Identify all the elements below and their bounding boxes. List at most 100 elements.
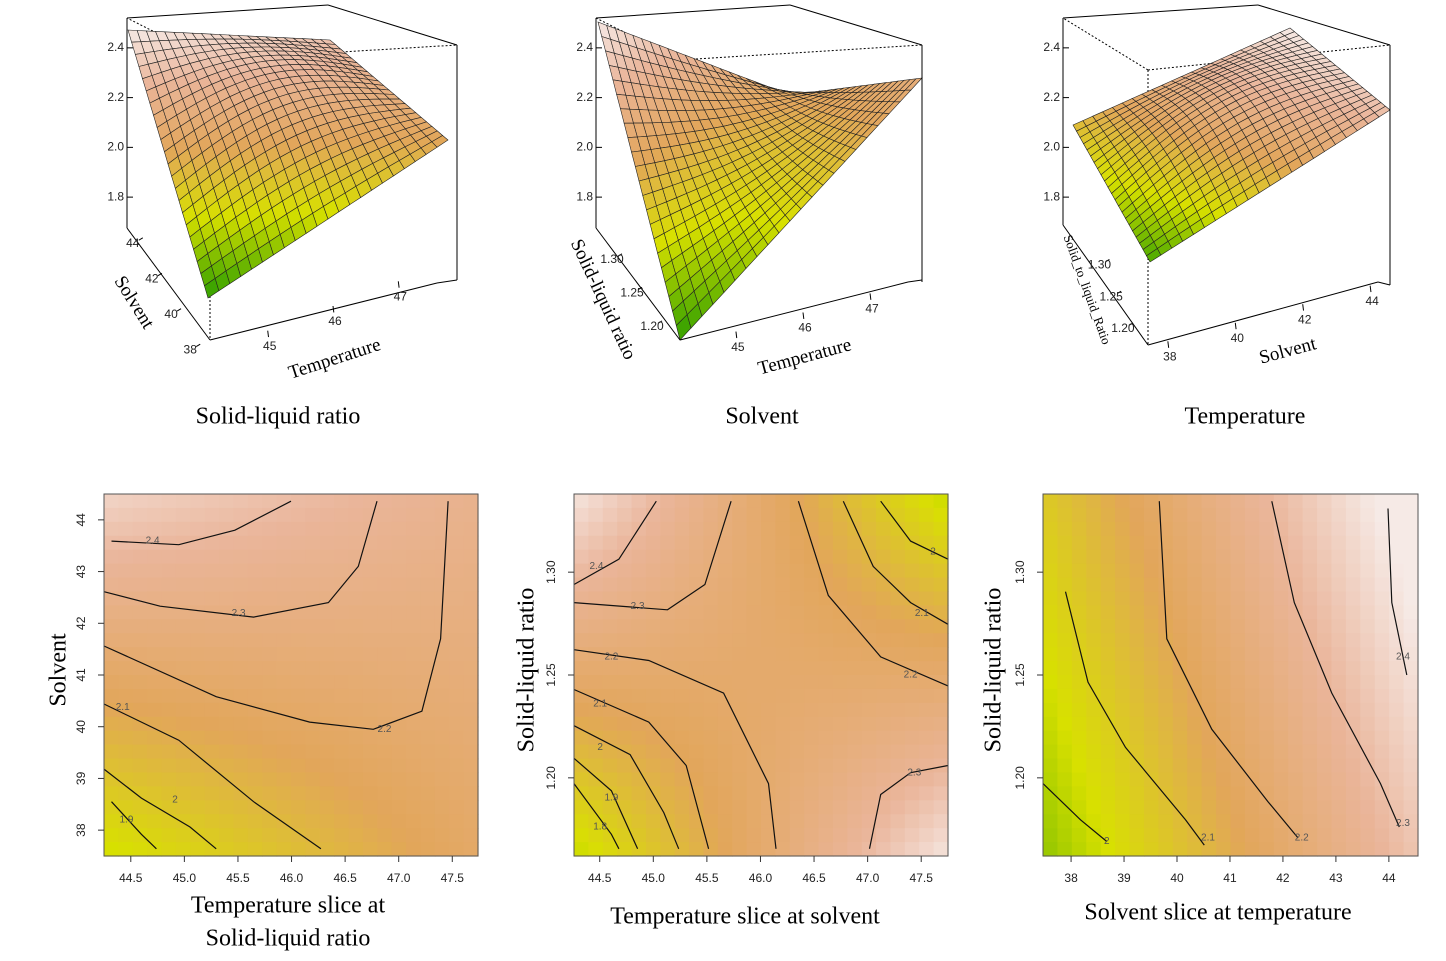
heat-cell	[1331, 507, 1347, 523]
heat-cell	[919, 842, 935, 857]
heat-cell	[247, 549, 263, 565]
heat-cell	[847, 702, 863, 718]
heat-cell	[746, 744, 762, 760]
heat-cell	[175, 661, 191, 676]
heat-cell	[219, 494, 235, 509]
heat-cell	[804, 647, 820, 662]
heat-cell	[1201, 591, 1217, 606]
heat-cell	[1115, 786, 1131, 801]
heat-cell	[1403, 633, 1419, 648]
heat-cell	[804, 716, 820, 732]
heat-cell	[761, 577, 776, 593]
heat-cell	[1216, 675, 1232, 690]
heat-cell	[1331, 563, 1347, 579]
heat-cell	[1086, 730, 1102, 746]
heat-cell	[617, 521, 633, 537]
heat-cell	[276, 535, 292, 551]
heat-cell	[861, 647, 877, 662]
heat-cell	[161, 633, 177, 648]
heat-cell	[861, 730, 877, 746]
heat-cell	[602, 730, 618, 746]
heat-cell	[161, 688, 177, 704]
heat-cell	[276, 758, 292, 774]
contour-line	[573, 501, 732, 611]
heat-cell	[689, 688, 705, 704]
heat-cell	[391, 507, 407, 523]
heat-cell	[161, 814, 177, 829]
heat-cell	[717, 507, 733, 523]
heat-cell	[1259, 716, 1275, 732]
heat-cell	[1374, 814, 1390, 829]
surface	[1072, 27, 1391, 263]
heat-cell	[1389, 605, 1405, 620]
heat-cell	[305, 688, 321, 704]
heat-cell	[660, 716, 676, 732]
heat-cell	[1374, 716, 1390, 732]
heat-cell	[291, 619, 306, 634]
heat-cell	[1244, 702, 1260, 718]
heat-cell	[1115, 758, 1131, 774]
heat-cell	[631, 591, 647, 606]
heat-cell	[391, 661, 407, 676]
heat-cell	[1043, 661, 1059, 676]
heat-cell	[233, 535, 249, 551]
heat-cell	[689, 758, 705, 774]
contour-line	[842, 500, 949, 625]
heat-cell	[761, 744, 776, 760]
heat-cell	[1259, 619, 1275, 634]
heat-cell	[832, 563, 848, 579]
heat-cell	[1129, 758, 1145, 774]
heat-cell	[434, 716, 450, 732]
heat-cell	[1288, 744, 1304, 760]
caption: Solid-liquid ratio	[196, 404, 361, 430]
heat-cell	[362, 828, 378, 843]
heat-cell	[1244, 647, 1260, 662]
contour-line	[880, 500, 949, 560]
heat-cell	[732, 814, 748, 829]
heat-cell	[689, 633, 705, 648]
heat-cell	[574, 730, 589, 746]
heat-cell	[933, 647, 949, 662]
heat-cell	[1403, 605, 1419, 620]
heat-cell	[1389, 758, 1405, 774]
heat-cell	[631, 716, 647, 732]
heat-cell	[1115, 675, 1131, 690]
heat-cell	[118, 605, 134, 620]
heat-cell	[602, 744, 618, 760]
contour-label: 2.3	[631, 601, 645, 612]
heat-cell	[334, 702, 350, 718]
heat-cell	[1230, 549, 1246, 565]
heat-cell	[1216, 633, 1232, 648]
heat-cell	[449, 563, 465, 579]
heat-cell	[1187, 535, 1203, 551]
heat-cell	[204, 661, 220, 676]
heat-cell	[147, 494, 163, 509]
heat-cell	[175, 507, 191, 523]
heat-cell	[674, 828, 690, 843]
heat-cell	[406, 730, 422, 746]
heat-cell	[732, 772, 748, 787]
heat-cell	[1086, 772, 1102, 787]
heat-cell	[334, 716, 350, 732]
heat-cell	[732, 535, 748, 551]
heat-cell	[319, 619, 335, 634]
heat-cell	[919, 507, 935, 523]
heat-cell	[305, 591, 321, 606]
heat-cell	[1100, 549, 1116, 565]
z-tick-label: 2.4	[576, 40, 593, 54]
heat-cell	[832, 591, 848, 606]
heat-cell	[847, 688, 863, 704]
heat-cell	[1071, 549, 1087, 565]
heat-cell	[876, 647, 892, 662]
heat-cell	[588, 605, 604, 620]
heat-cell	[1244, 842, 1260, 857]
heat-cell	[588, 647, 604, 662]
heat-cell	[420, 619, 436, 634]
heat-cell	[732, 744, 748, 760]
heat-cell	[761, 661, 776, 676]
heat-cell	[1216, 786, 1232, 801]
heat-cell	[1158, 702, 1174, 718]
heat-cell	[262, 800, 278, 815]
heat-cell	[434, 702, 450, 718]
heat-cell	[1360, 535, 1376, 551]
